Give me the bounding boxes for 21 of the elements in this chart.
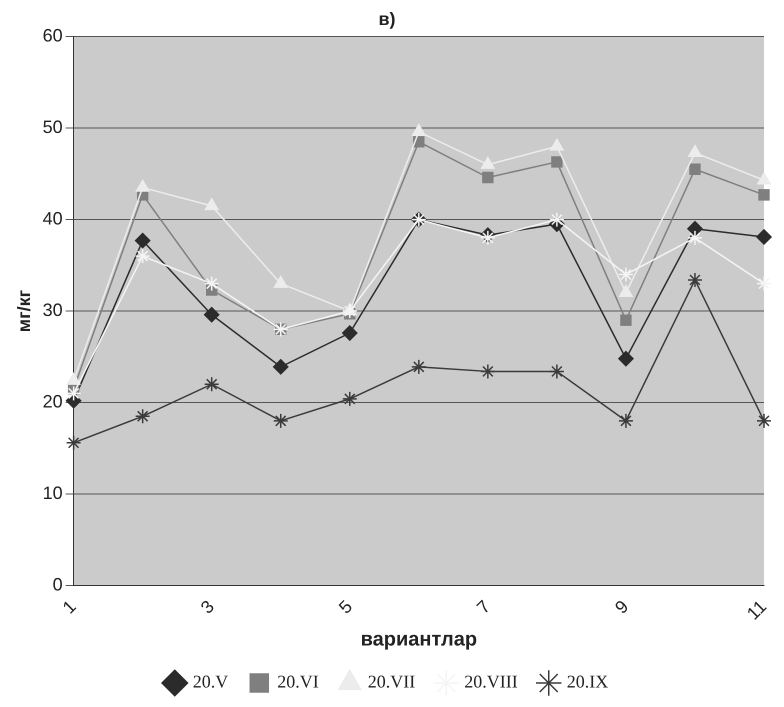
legend-label: 20.VIII bbox=[464, 672, 518, 692]
legend-label: 20.VI bbox=[277, 672, 319, 692]
y-tick-label: 10 bbox=[42, 482, 63, 503]
y-axis-title: мг/кг bbox=[14, 289, 34, 332]
x-tick-label: 11 bbox=[742, 596, 770, 624]
legend-label: 20.VII bbox=[368, 672, 416, 692]
y-tick-label: 60 bbox=[42, 26, 63, 46]
y-tick-label: 20 bbox=[42, 392, 63, 412]
x-tick-label: 5 bbox=[334, 596, 356, 618]
y-tick-label: 30 bbox=[42, 300, 63, 320]
y-tick-label: 0 bbox=[52, 574, 63, 594]
y-tick-label: 40 bbox=[42, 208, 63, 229]
x-tick-label: 7 bbox=[472, 596, 494, 618]
x-tick-label: 3 bbox=[196, 596, 218, 618]
x-tick-label: 9 bbox=[611, 596, 632, 618]
x-tick-label: 1 bbox=[58, 596, 80, 618]
chart-title: в) bbox=[378, 8, 396, 29]
legend-label: 20.IX bbox=[566, 672, 608, 692]
legend-label: 20.V bbox=[192, 672, 228, 692]
x-axis-title: вариантлар bbox=[360, 628, 478, 651]
y-tick-label: 50 bbox=[42, 117, 63, 138]
